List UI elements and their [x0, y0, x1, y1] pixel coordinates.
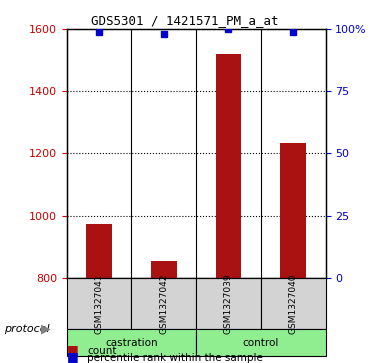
Text: control: control	[243, 338, 279, 347]
Text: percentile rank within the sample: percentile rank within the sample	[87, 353, 263, 363]
FancyBboxPatch shape	[196, 329, 326, 356]
Text: GSM1327042: GSM1327042	[159, 273, 168, 334]
Bar	[215, 54, 241, 278]
Text: ■: ■	[67, 350, 78, 363]
FancyBboxPatch shape	[261, 278, 326, 329]
FancyBboxPatch shape	[131, 278, 196, 329]
Text: ■: ■	[67, 343, 78, 356]
Text: castration: castration	[105, 338, 158, 347]
Text: GSM1327039: GSM1327039	[224, 273, 233, 334]
FancyBboxPatch shape	[67, 278, 131, 329]
Text: ▶: ▶	[41, 322, 50, 335]
FancyBboxPatch shape	[196, 278, 261, 329]
Text: GSM1327041: GSM1327041	[94, 273, 104, 334]
Bar	[151, 261, 177, 278]
Text: count: count	[87, 346, 117, 356]
Bar	[86, 224, 112, 278]
Text: protocol: protocol	[4, 323, 49, 334]
FancyBboxPatch shape	[67, 329, 196, 356]
Text: GDS5301 / 1421571_PM_a_at: GDS5301 / 1421571_PM_a_at	[91, 15, 279, 28]
Text: GSM1327040: GSM1327040	[289, 273, 298, 334]
Bar	[280, 143, 306, 278]
